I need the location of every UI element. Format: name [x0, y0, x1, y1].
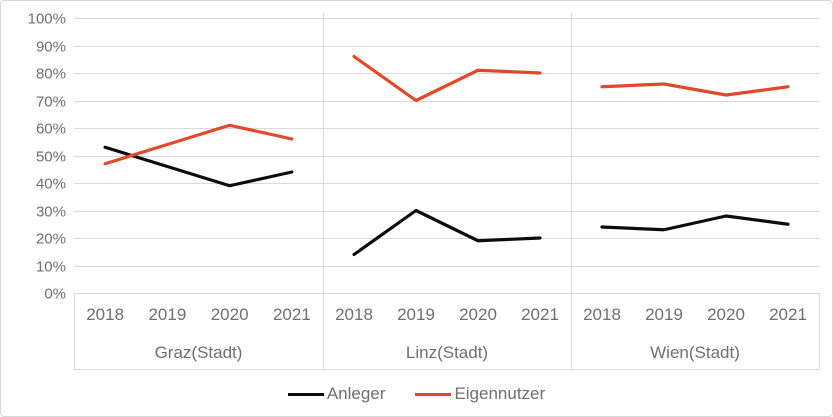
- x-axis-year-label: 2019: [148, 305, 186, 324]
- x-axis-year-label: 2018: [583, 305, 621, 324]
- x-axis-year-label: 2020: [459, 305, 497, 324]
- y-axis-tick-label: 100%: [28, 11, 66, 28]
- series-line-anleger: [103, 145, 294, 188]
- y-axis-tick-label: 40%: [36, 176, 66, 193]
- legend-line-swatch-eigennutzer: [415, 392, 452, 396]
- x-axis-year-label: 2021: [273, 305, 311, 324]
- y-axis-tick-label: 20%: [36, 231, 66, 248]
- x-axis-year-label: 2020: [707, 305, 745, 324]
- legend-item-anleger: Anleger: [287, 384, 386, 404]
- y-axis-tick-label: 50%: [36, 149, 66, 166]
- legend-line-swatch-anleger: [287, 392, 324, 396]
- x-axis-year-label: 2018: [335, 305, 373, 324]
- legend-label-eigennutzer: Eigennutzer: [454, 384, 546, 403]
- legend: Anleger Eigennutzer: [1, 381, 832, 407]
- y-axis-tick-label: 30%: [36, 204, 66, 221]
- series-line-anleger: [600, 214, 790, 232]
- x-axis-year-label: 2021: [769, 305, 807, 324]
- x-axis-year-label: 2018: [86, 305, 124, 324]
- x-axis-year-label: 2019: [397, 305, 435, 324]
- y-axis-tick-label: 10%: [36, 259, 66, 276]
- panel-label: Wien(Stadt): [650, 343, 740, 362]
- x-axis-year-label: 2020: [211, 305, 249, 324]
- x-axis-year-label: 2019: [645, 305, 683, 324]
- y-axis-tick-label: 0%: [44, 286, 66, 303]
- series-line-eigennutzer: [103, 123, 294, 166]
- x-axis-year-label: 2021: [521, 305, 559, 324]
- series-line-eigennutzer: [352, 54, 542, 103]
- legend-label-anleger: Anleger: [326, 384, 386, 403]
- series-line-eigennutzer: [600, 82, 790, 97]
- series-line-anleger: [352, 208, 542, 257]
- panel-label: Graz(Stadt): [155, 343, 243, 362]
- y-axis-tick-label: 60%: [36, 121, 66, 138]
- y-axis-tick-label: 80%: [36, 66, 66, 83]
- y-axis-tick-label: 70%: [36, 94, 66, 111]
- panel-label: Linz(Stadt): [406, 343, 488, 362]
- legend-item-eigennutzer: Eigennutzer: [415, 384, 545, 404]
- y-axis-tick-label: 90%: [36, 39, 66, 56]
